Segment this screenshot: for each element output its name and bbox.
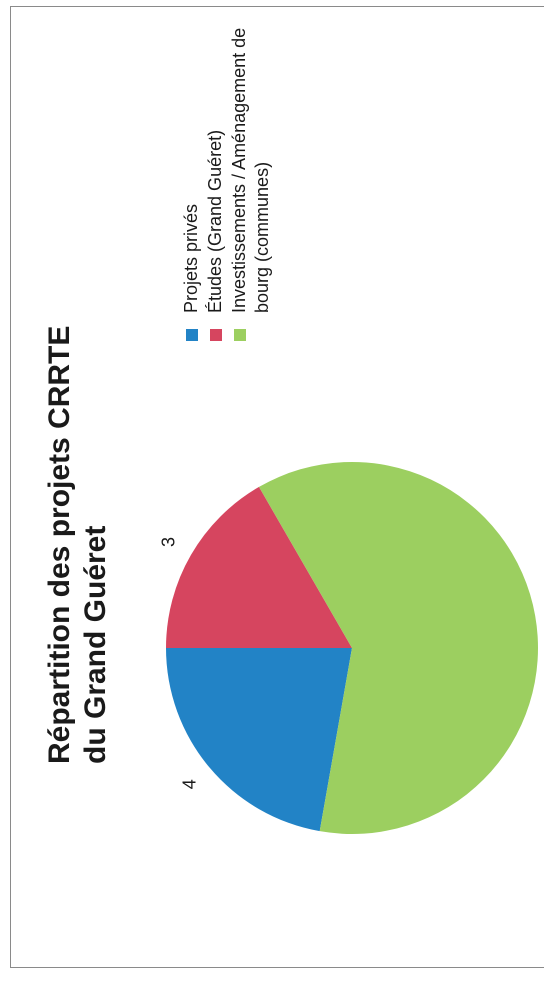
legend-swatch (234, 329, 246, 341)
legend-label: Projets privés (181, 203, 201, 313)
legend-item-investissements: Investissements / Aménagement de bourg (… (228, 11, 274, 341)
legend-swatch (210, 329, 222, 341)
legend-item-etudes: Études (Grand Guéret) (204, 11, 227, 341)
legend: Projets privés Études (Grand Guéret) Inv… (180, 11, 275, 341)
slice-investissements (259, 462, 538, 834)
data-label: 4 (180, 779, 200, 789)
slice-etudes (166, 486, 352, 648)
chart-frame (10, 6, 544, 968)
slice-projets-prives (166, 648, 352, 832)
legend-swatch (186, 329, 198, 341)
legend-item-projets-prives: Projets privés (180, 11, 203, 341)
legend-label: Investissements / Aménagement de bourg (… (229, 27, 272, 313)
legend-label: Études (Grand Guéret) (205, 129, 225, 313)
data-label: 3 (158, 537, 178, 547)
